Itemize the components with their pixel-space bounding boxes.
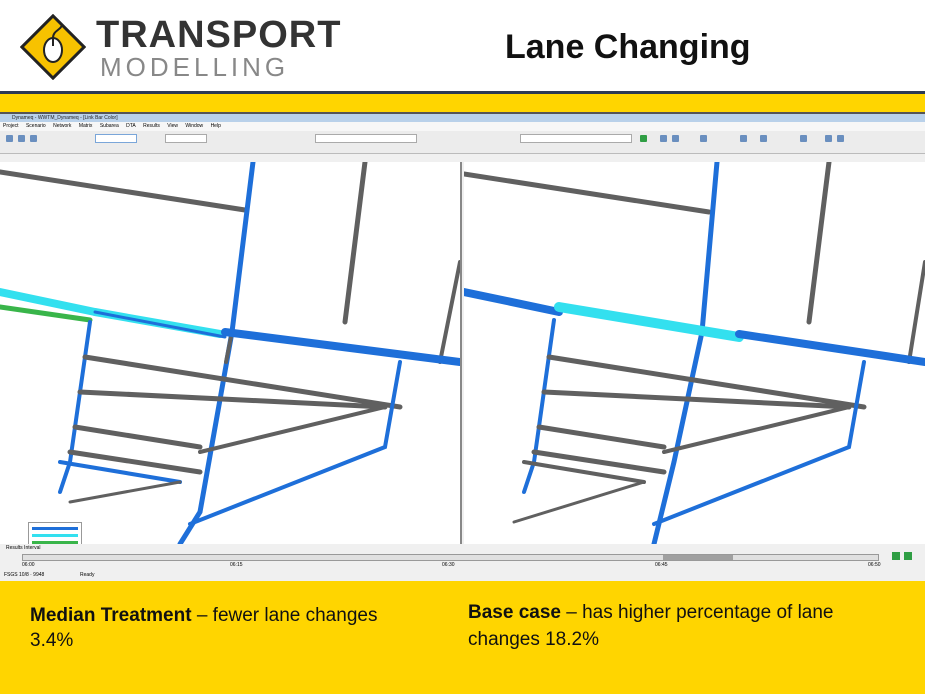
menu-help[interactable]: Help <box>210 123 221 129</box>
menu-window[interactable]: Window <box>185 123 204 129</box>
caption-base-case: Base case – has higher percentage of lan… <box>468 599 888 653</box>
print-icon[interactable] <box>760 135 767 142</box>
dynameq-window: Dynameq - WWTM_Dynameq - [Link Bar Color… <box>0 112 925 581</box>
slide-title: Lane Changing <box>505 28 751 66</box>
mouse-logo-icon <box>20 14 86 80</box>
timeline-label: Results Interval <box>6 545 41 551</box>
toolbar-button[interactable] <box>18 135 25 142</box>
status-coordinates: FSGS 10/8 · 9948 <box>4 572 45 578</box>
nav-forward-icon[interactable] <box>837 135 844 142</box>
time-slider[interactable] <box>22 554 879 561</box>
go-button[interactable] <box>640 135 647 142</box>
menu-dta[interactable]: DTA <box>126 123 136 129</box>
menu-results[interactable]: Results <box>143 123 160 129</box>
caption-right-text: – has higher percentage of lane changes … <box>468 602 834 650</box>
caption-left-bold: Median Treatment <box>30 605 192 626</box>
chart-icon[interactable] <box>800 135 807 142</box>
map-area <box>0 159 925 576</box>
select-icon[interactable] <box>700 135 707 142</box>
window-titlebar: Dynameq - WWTM_Dynameq - [Link Bar Color… <box>0 114 925 122</box>
menu-view[interactable]: View <box>167 123 178 129</box>
slide-header: TRANSPORT MODELLING Lane Changing <box>0 0 925 94</box>
logo-text-transport: TRANSPORT <box>96 14 342 56</box>
menu-subarea[interactable]: Subarea <box>99 123 119 129</box>
layers-icon[interactable] <box>740 135 747 142</box>
caption-left-text: – fewer lane changes 3.4% <box>30 605 378 651</box>
logo-text-modelling: MODELLING <box>100 52 290 82</box>
time-tick: 06:15 <box>230 562 243 568</box>
status-ready: Ready <box>80 572 95 578</box>
views-select[interactable] <box>520 134 632 143</box>
menu-scenario[interactable]: Scenario <box>25 123 46 129</box>
menu-project[interactable]: Project <box>3 123 19 129</box>
nav-back-icon[interactable] <box>825 135 832 142</box>
time-tick: 06:00 <box>22 562 35 568</box>
search-input[interactable] <box>165 134 207 143</box>
toolbar-button[interactable] <box>30 135 37 142</box>
toolbar-button[interactable] <box>6 135 13 142</box>
filter-input[interactable] <box>315 134 417 143</box>
slider-thumb[interactable] <box>663 555 733 560</box>
time-tick: 06:30 <box>442 562 455 568</box>
play-button[interactable] <box>892 552 900 560</box>
results-timeline: Results Interval 06:00 06:15 06:30 06:45… <box>0 544 925 581</box>
caption-median-treatment: Median Treatment – fewer lane changes 3.… <box>30 603 410 653</box>
zoom-in-icon[interactable] <box>660 135 667 142</box>
layer-select[interactable] <box>95 134 137 143</box>
menu-matrix[interactable]: Matrix <box>78 123 93 129</box>
map-pane-median-treatment[interactable] <box>0 159 464 576</box>
toolbar <box>0 131 925 154</box>
network-map[interactable] <box>460 159 925 547</box>
menu-network[interactable]: Network <box>53 123 72 129</box>
time-tick: 06:50 <box>868 562 881 568</box>
time-tick: 06:45 <box>655 562 668 568</box>
step-button[interactable] <box>904 552 912 560</box>
map-pane-base-case[interactable] <box>460 159 925 547</box>
caption-right-bold: Base case <box>468 602 561 623</box>
zoom-out-icon[interactable] <box>672 135 679 142</box>
menu-bar: Project Scenario Network Matrix Subarea … <box>0 122 925 131</box>
network-map[interactable] <box>0 159 464 547</box>
